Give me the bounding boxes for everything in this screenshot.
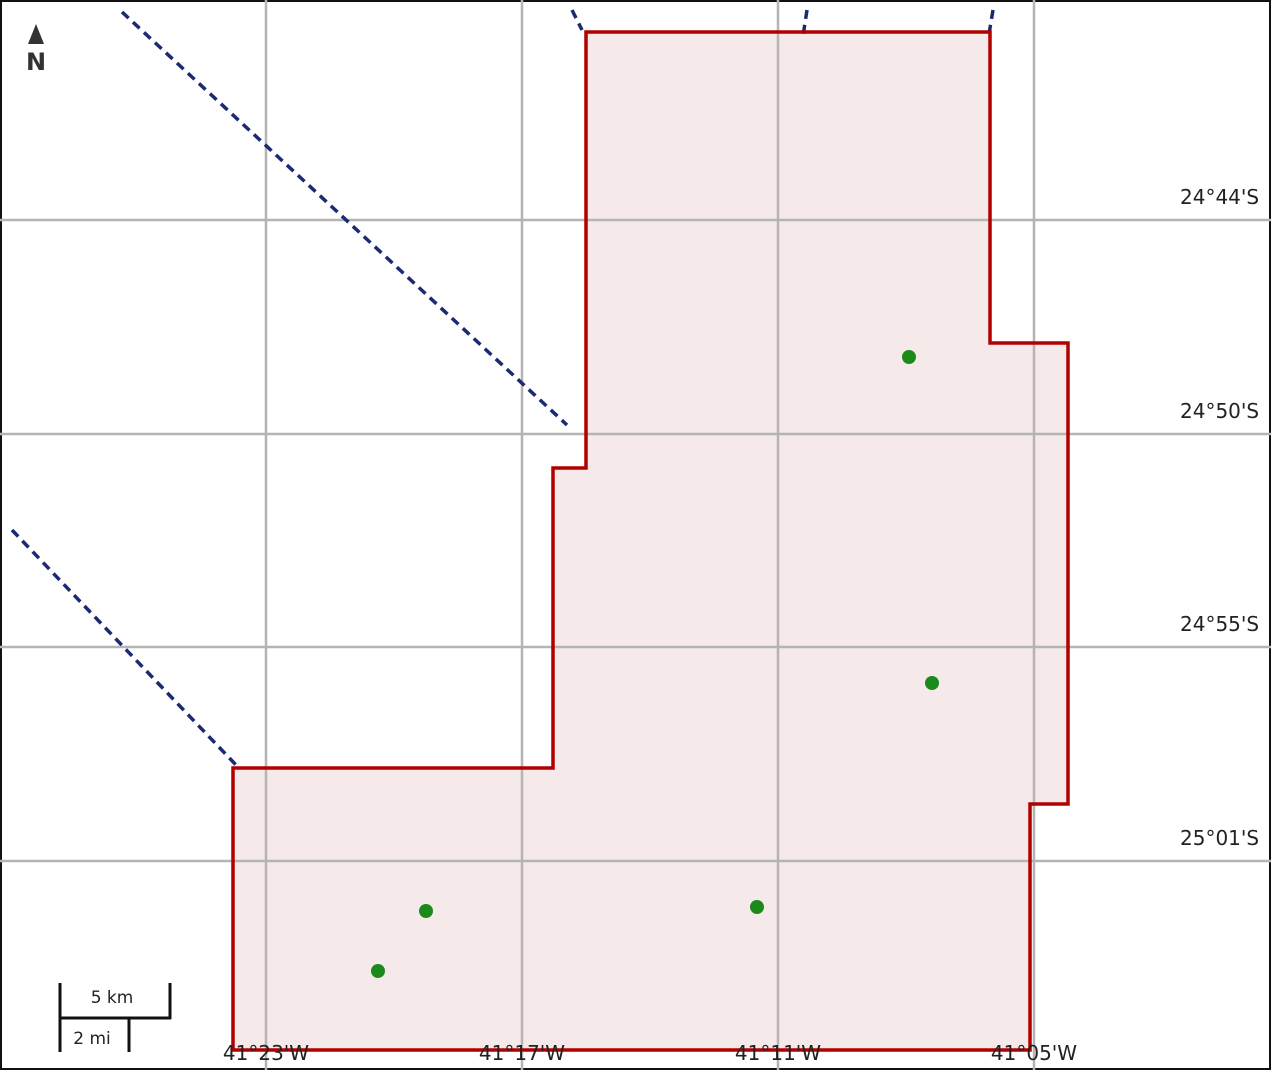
longitude-label: 41°17'W (479, 1041, 565, 1065)
well-point[interactable] (925, 676, 939, 690)
longitude-label: 41°11'W (735, 1041, 821, 1065)
scale-metric-label: 5 km (91, 988, 134, 1008)
exploration-block-outline (231, 30, 1070, 1052)
north-arrow: N (26, 24, 46, 76)
boundary-line (10, 528, 239, 768)
boundary-line (570, 9, 584, 31)
longitude-label: 41°23'W (223, 1041, 309, 1065)
well-point[interactable] (371, 964, 385, 978)
latitude-label: 24°44'S (1180, 185, 1259, 209)
longitude-labels: 41°23'W 41°17'W 41°11'W 41°05'W (223, 1041, 1077, 1065)
latitude-label: 25°01'S (1180, 826, 1259, 850)
boundary-line (120, 10, 569, 427)
north-label: N (26, 48, 46, 76)
scale-imperial-label: 2 mi (73, 1029, 111, 1049)
well-point[interactable] (902, 350, 916, 364)
latitude-labels: 24°44'S 24°50'S 24°55'S 25°01'S (1180, 185, 1259, 850)
longitude-label: 41°05'W (991, 1041, 1077, 1065)
latitude-label: 24°50'S (1180, 399, 1259, 423)
well-point[interactable] (419, 904, 433, 918)
latitude-label: 24°55'S (1180, 612, 1259, 636)
well-point[interactable] (750, 900, 764, 914)
north-arrow-icon (28, 24, 44, 44)
exploration-block[interactable] (233, 32, 1068, 1050)
boundary-line (987, 9, 995, 35)
well-points (371, 350, 939, 978)
scale-bar: 5 km 2 mi (58, 983, 172, 1052)
